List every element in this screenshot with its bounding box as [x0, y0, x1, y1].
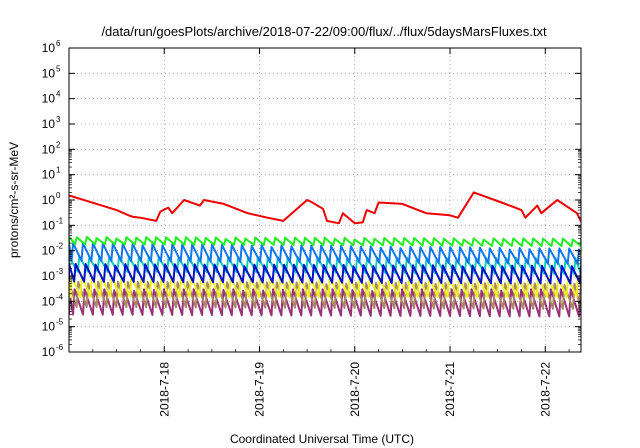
y-tick-exponent: 0	[56, 191, 61, 200]
y-tick-base: 10	[42, 193, 56, 207]
y-tick-exponent: 1	[56, 166, 61, 175]
x-axis-ticks: 2018-7-18 2018-7-19 2018-7-20 2018-7-21 2018…	[92, 48, 570, 417]
x-tick-label: 2018-7-21	[443, 362, 457, 417]
x-tick-label: 2018-7-22	[538, 362, 552, 417]
y-tick-label: 10 2	[42, 140, 61, 156]
y-tick-exponent: -3	[56, 267, 64, 276]
y-tick-label: 10 -5	[42, 318, 64, 334]
y-tick-exponent: -1	[56, 216, 64, 225]
y-tick-base: 10	[42, 269, 56, 283]
y-tick-label: 10 1	[42, 166, 61, 182]
series-line	[69, 191, 581, 225]
y-tick-label: 10 -3	[42, 267, 64, 283]
y-axis-ticks: 10 -610 -510 -410 -310 -210 -110 010 110 210 310 41…	[42, 39, 581, 359]
y-tick-exponent: -2	[56, 242, 64, 251]
series-layer	[69, 191, 581, 318]
y-tick-base: 10	[42, 168, 56, 182]
y-tick-exponent: 3	[56, 115, 61, 124]
y-tick-label: 10 3	[42, 115, 61, 131]
y-tick-base: 10	[42, 117, 56, 131]
y-tick-label: 10 0	[42, 191, 61, 207]
x-tick-label: 2018-7-19	[253, 362, 267, 417]
y-tick-label: 10 4	[42, 90, 61, 106]
x-tick-label: 2018-7-18	[157, 362, 171, 417]
y-tick-exponent: -5	[56, 318, 64, 327]
y-tick-exponent: 4	[56, 90, 61, 99]
series-line	[69, 262, 581, 285]
y-tick-label: 10 5	[42, 64, 61, 80]
y-tick-base: 10	[42, 41, 56, 55]
y-axis-label: protons/cm²-s-sr-MeV	[7, 142, 21, 258]
series-line	[69, 280, 581, 310]
y-tick-base: 10	[42, 294, 56, 308]
y-tick-base: 10	[42, 142, 56, 156]
y-tick-label: 10 -1	[42, 216, 64, 232]
y-tick-base: 10	[42, 320, 56, 334]
series-line	[69, 255, 581, 275]
y-tick-base: 10	[42, 66, 56, 80]
y-tick-label: 10 6	[42, 39, 61, 55]
y-tick-base: 10	[42, 92, 56, 106]
chart-title: /data/run/goesPlots/archive/2018-07-22/0…	[101, 24, 547, 39]
y-tick-exponent: 2	[56, 140, 61, 149]
y-tick-exponent: -6	[56, 343, 64, 352]
x-axis-label: Coordinated Universal Time (UTC)	[230, 432, 414, 446]
y-tick-base: 10	[42, 218, 56, 232]
y-tick-exponent: 6	[56, 39, 61, 48]
grid-lines	[69, 48, 581, 352]
series-line	[69, 235, 581, 248]
series-line	[69, 242, 581, 265]
series-line	[69, 288, 581, 318]
x-tick-label: 2018-7-20	[348, 362, 362, 417]
series-line	[69, 275, 579, 298]
y-tick-exponent: -4	[56, 292, 64, 301]
y-tick-label: 10 -4	[42, 292, 64, 308]
y-tick-base: 10	[42, 345, 56, 359]
y-tick-label: 10 -2	[42, 242, 64, 258]
y-tick-base: 10	[42, 244, 56, 258]
y-tick-exponent: 5	[56, 64, 61, 73]
y-tick-label: 10 -6	[42, 343, 64, 359]
